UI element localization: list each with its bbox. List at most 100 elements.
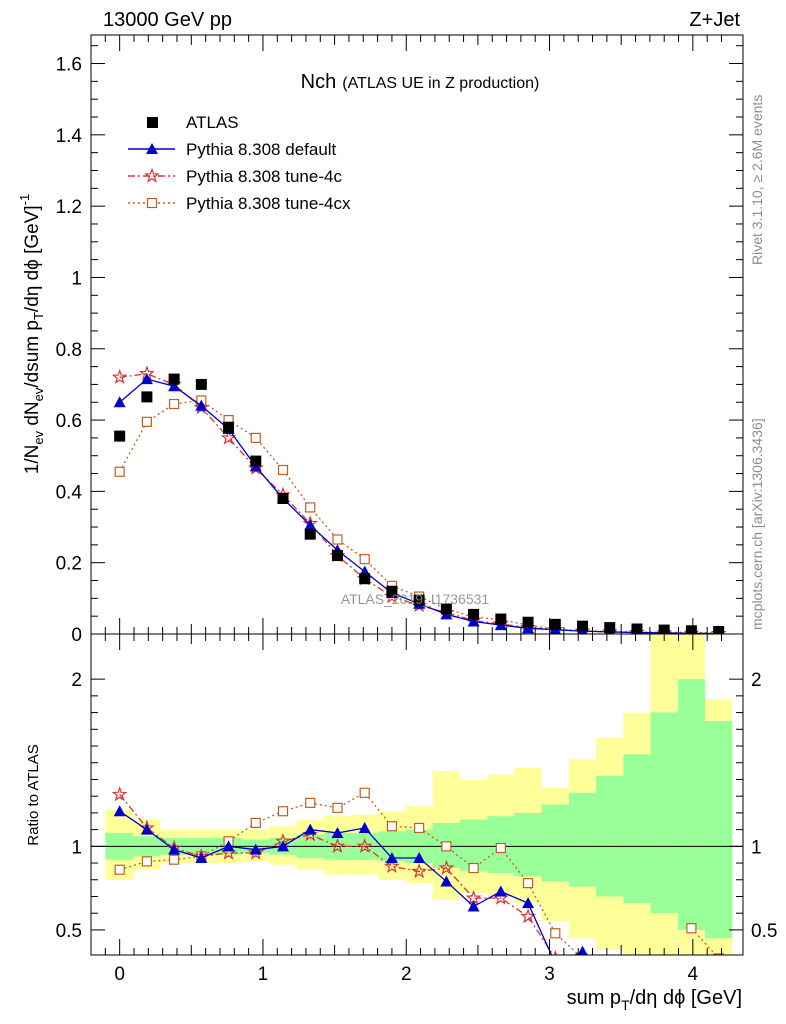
ratio-band-inner-bin xyxy=(596,776,624,897)
main-pythia-8-308-tune-4cx-point xyxy=(141,416,152,427)
ratio-pythia-8-308-default-point xyxy=(494,885,507,897)
ratio-series-layer xyxy=(111,786,724,955)
main-atlas-point xyxy=(577,620,589,632)
ratio-pythia-8-308-tune-4cx-point xyxy=(495,842,506,854)
ratio-pythia-8-308-tune-4c-point xyxy=(411,863,427,879)
main-y-tick-label: 1.2 xyxy=(56,197,82,218)
ratio-band-inner-bin xyxy=(705,720,733,939)
ratio-band-inner-bin xyxy=(623,754,651,904)
main-pythia-8-308-default-point xyxy=(467,615,480,627)
main-atlas-point xyxy=(168,373,180,385)
main-atlas-point xyxy=(195,378,207,390)
main-atlas-point xyxy=(495,613,507,625)
legend-entry-tune4c: Pythia 8.308 tune-4c xyxy=(128,167,342,186)
main-pythia-8-308-tune-4cx-point xyxy=(114,466,125,477)
ratio-pythia-8-308-tune-4cx-point xyxy=(522,878,534,889)
ratio-pythia-8-308-default-point xyxy=(168,843,181,855)
legend-entry-tune4cx: Pythia 8.308 tune-4cx xyxy=(128,194,351,213)
axis-tick-labels: 0 0.2 0.4 0.6 0.8 1 1.2 1.4 1.6 0.5 0.5 1 1 2 2 0 1 2 3 4 xyxy=(56,55,778,985)
main-atlas-point xyxy=(522,616,534,628)
ratio-pythia-8-308-tune-4cx-point xyxy=(686,923,697,934)
ratio-y-tick-label-right: 2 xyxy=(751,670,762,691)
ratio-pythia-8-308-default-series xyxy=(113,805,588,955)
plot-title-main: Nch xyxy=(301,71,337,93)
main-y-tick-label: 0.8 xyxy=(56,340,82,361)
ratio-pythia-8-308-default-point xyxy=(304,823,317,835)
main-y-tick-label: 1.6 xyxy=(56,55,82,76)
ratio-uncertainty-bands xyxy=(105,634,733,955)
legend-marker-default xyxy=(146,143,158,154)
ratio-band-inner-bin xyxy=(514,812,542,877)
main-atlas-point xyxy=(468,608,480,620)
main-atlas-point xyxy=(331,550,343,562)
ratio-pythia-8-308-tune-4c-point xyxy=(329,838,346,854)
ratio-pythia-8-308-tune-4cx-point xyxy=(250,817,261,829)
main-pythia-8-308-default-point xyxy=(522,622,535,634)
ratio-pythia-8-308-tune-4c-point xyxy=(438,859,455,875)
ratio-pythia-8-308-tune-4cx-point xyxy=(386,821,398,832)
main-pythia-8-308-tune-4cx-point xyxy=(169,398,180,410)
ratio-pythia-8-308-default-point xyxy=(413,852,426,864)
rivet-version-label: Rivet 3.1.10, ≥ 2.6M events xyxy=(749,95,765,265)
legend-entry-atlas: ATLAS xyxy=(147,113,239,132)
ratio-y-tick-label-left: 0.5 xyxy=(56,921,82,942)
ratio-pythia-8-308-tune-4c-point xyxy=(247,844,264,860)
main-y-tick-label: 1 xyxy=(71,268,82,289)
main-atlas-point xyxy=(223,421,235,433)
ratio-pythia-8-308-default-point xyxy=(195,852,208,864)
main-y-tick-label: 1.4 xyxy=(56,126,83,147)
x-tick-label: 2 xyxy=(401,964,412,985)
ratio-pythia-8-308-default-line xyxy=(119,810,583,955)
ratio-band-inner-bin xyxy=(459,819,488,872)
legend-label-tune4cx: Pythia 8.308 tune-4cx xyxy=(186,194,351,213)
panel-frames xyxy=(90,34,744,956)
axis-ticks xyxy=(90,35,743,955)
ratio-pythia-8-308-default-point xyxy=(358,821,371,833)
legend: ATLAS Pythia 8.308 default Pythia 8.308 … xyxy=(128,113,351,213)
ratio-pythia-8-308-default-point xyxy=(277,840,290,852)
x-tick-label: 1 xyxy=(258,964,269,985)
plot-title: Nch (ATLAS UE in Z production) xyxy=(301,71,540,93)
ratio-pythia-8-308-tune-4cx-point xyxy=(277,806,289,817)
ratio-y-tick-label-right: 0.5 xyxy=(751,921,777,942)
ratio-pythia-8-308-default-point xyxy=(249,843,262,855)
y-axis-title-main: 1/Nev dNev/dsum pT/dη dϕ [GeV]-1 xyxy=(17,194,46,475)
ratio-panel-frame xyxy=(90,633,744,956)
legend-marker-atlas xyxy=(147,117,158,128)
ratio-y-tick-label-left: 2 xyxy=(71,670,82,691)
main-pythia-8-308-tune-4c-point xyxy=(111,369,128,384)
ratio-pythia-8-308-tune-4c-point xyxy=(356,838,373,854)
main-atlas-point xyxy=(304,528,316,540)
main-atlas-point xyxy=(386,585,398,597)
main-y-tick-label: 0.4 xyxy=(56,482,83,503)
legend-label-atlas: ATLAS xyxy=(186,113,239,132)
legend-label-tune4c: Pythia 8.308 tune-4c xyxy=(186,167,342,186)
x-tick-label: 3 xyxy=(544,964,555,985)
main-pythia-8-308-tune-4cx-point xyxy=(277,464,289,476)
ratio-pythia-8-308-default-point xyxy=(577,945,588,955)
main-atlas-point xyxy=(413,594,425,606)
plot-title-sub: (ATLAS UE in Z production) xyxy=(342,75,539,92)
ratio-pythia-8-308-default-point xyxy=(140,823,153,835)
ratio-pythia-8-308-tune-4cx-point xyxy=(441,841,452,852)
legend-entry-default: Pythia 8.308 default xyxy=(128,140,337,159)
ratio-pythia-8-308-tune-4cx-point xyxy=(468,862,479,874)
ratio-pythia-8-308-tune-4cx-point xyxy=(359,787,370,798)
ratio-pythia-8-308-tune-4cx-point xyxy=(305,797,316,808)
main-atlas-point xyxy=(277,493,289,505)
main-atlas-point xyxy=(685,625,697,634)
x-axis-title: sum pT/dη dϕ [GeV] xyxy=(567,987,742,1013)
ratio-y-tick-label-right: 1 xyxy=(751,837,762,858)
ratio-pythia-8-308-default-point xyxy=(467,900,480,912)
main-y-tick-label: 0 xyxy=(71,625,82,646)
ratio-pythia-8-308-default-point xyxy=(331,826,344,838)
main-pythia-8-308-tune-4cx-point xyxy=(359,554,370,565)
x-tick-label: 0 xyxy=(114,964,125,985)
ratio-pythia-8-308-default-point xyxy=(522,897,535,909)
main-pythia-8-308-default-point xyxy=(304,519,317,531)
ratio-pythia-8-308-tune-4c-point xyxy=(111,786,128,802)
main-pythia-8-308-default-point xyxy=(168,380,181,392)
ratio-pythia-8-308-tune-4cx-point xyxy=(141,856,152,867)
main-y-tick-label: 0.2 xyxy=(56,554,82,575)
